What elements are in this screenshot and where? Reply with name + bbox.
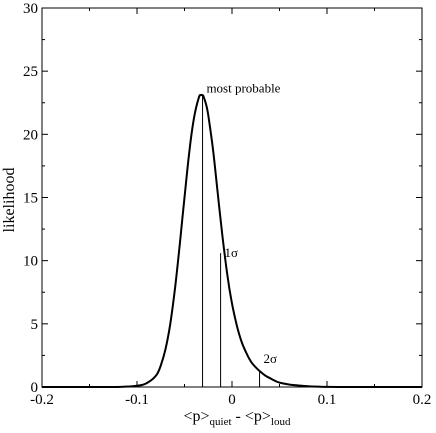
x-tick-label: 0.2	[413, 392, 432, 408]
y-axis-label: likelihood	[1, 168, 18, 233]
x-axis-label-sub-quiet: quiet	[210, 416, 232, 428]
x-axis-label-sub-loud: loud	[271, 416, 291, 428]
y-tick-label: 0	[31, 380, 39, 396]
y-tick-label: 5	[31, 317, 39, 333]
likelihood-curve	[41, 93, 422, 389]
x-tick-label: 0	[228, 392, 236, 408]
annotation-layer: most probable 1σ 2σ	[206, 81, 280, 366]
x-axis-label-open: <p>	[184, 408, 210, 425]
annotation-label: most probable	[206, 81, 280, 96]
x-axis-label: <p>quiet - <p>loud	[184, 408, 291, 428]
plot-frame	[41, 7, 423, 388]
tick-layer: -0.2 -0.1 0 0.1 0.2 0 5 10 15 20 25 30	[23, 1, 431, 408]
y-tick-label: 10	[23, 254, 38, 270]
x-axis-label-mid: - <p>	[232, 408, 271, 425]
annotation-label: 2σ	[263, 351, 277, 366]
marker-layer	[202, 95, 261, 387]
x-tick-label: 0.1	[318, 392, 337, 408]
y-tick-label: 25	[23, 64, 38, 80]
curve-layer	[41, 93, 422, 389]
y-tick-label: 15	[23, 191, 38, 207]
y-tick-label: 30	[23, 1, 38, 17]
x-tick-label: -0.1	[125, 392, 149, 408]
x-tick-label: -0.2	[30, 392, 54, 408]
annotation-label: 1σ	[225, 245, 239, 260]
y-tick-label: 20	[23, 127, 38, 143]
